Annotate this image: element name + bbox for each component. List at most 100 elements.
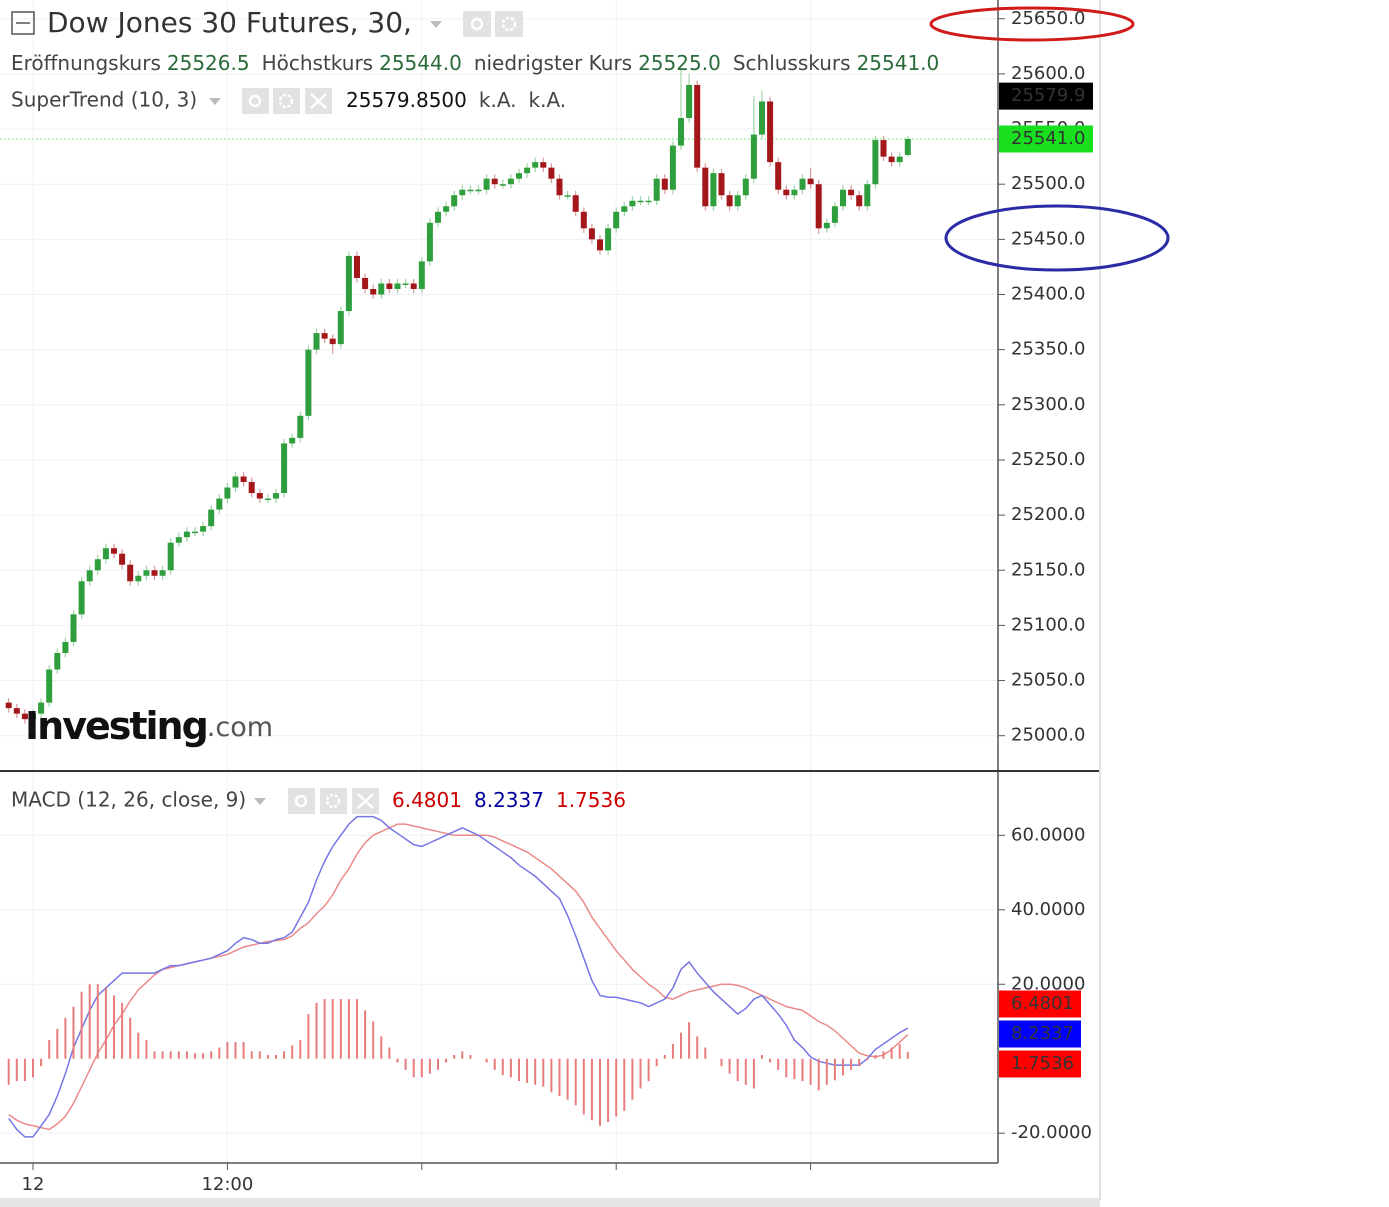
candle-body <box>759 101 765 135</box>
ohlc-value: 25525.0 <box>638 51 721 75</box>
candle-body <box>815 184 822 229</box>
candle-body <box>386 283 393 289</box>
macd-value: 1.7536 <box>556 788 626 812</box>
settings-button[interactable] <box>495 11 523 37</box>
y-tick-label: 25000.0 <box>1011 725 1085 746</box>
y-tick-label: 25200.0 <box>1011 504 1085 525</box>
chart-title: Dow Jones 30 Futures, 30, <box>47 6 412 39</box>
y-tick-label: 25050.0 <box>1011 670 1085 691</box>
candle-body <box>159 570 166 576</box>
price-tag <box>999 990 1081 1018</box>
candle-body <box>467 189 474 192</box>
price-tag-label: 6.4801 <box>1011 993 1074 1014</box>
eye-button[interactable] <box>242 88 269 114</box>
eye-button[interactable] <box>288 788 315 814</box>
candle-body <box>329 338 336 345</box>
candle-body <box>264 498 271 501</box>
candle-body <box>289 437 296 444</box>
candle-body <box>281 443 288 494</box>
candle-body <box>613 211 620 229</box>
candle-body <box>297 415 304 438</box>
candle-body <box>483 178 490 190</box>
candle-body <box>669 145 676 190</box>
y-tick-label: 25500.0 <box>1011 173 1085 194</box>
candle-body <box>354 255 360 278</box>
watermark: Investing.com <box>25 704 273 748</box>
candle-body <box>710 173 717 207</box>
candle-body <box>224 487 231 499</box>
candle-body <box>345 255 352 312</box>
y-tick-label: 40.0000 <box>1011 899 1085 920</box>
settings-symbol <box>501 16 517 32</box>
candle-body <box>102 548 109 560</box>
y-tick-label: 25450.0 <box>1011 228 1085 249</box>
candle-body <box>443 206 450 212</box>
marks <box>5 68 911 1138</box>
candle-body <box>248 482 255 494</box>
candle-body <box>459 189 466 196</box>
dropdown-arrow[interactable] <box>209 98 221 105</box>
candle-body <box>605 228 612 251</box>
remove-symbol <box>357 793 374 809</box>
candle-body <box>864 184 871 207</box>
candle-body <box>337 311 344 345</box>
candle-body <box>888 156 895 163</box>
candle-body <box>880 140 887 157</box>
candle-body <box>119 553 126 565</box>
collapse-button[interactable] <box>11 11 35 35</box>
candle-body <box>418 261 425 289</box>
candle-body <box>175 537 182 543</box>
price-tag-label: 1.7536 <box>1011 1053 1074 1074</box>
candle-body <box>256 493 263 499</box>
candle-body <box>21 713 28 720</box>
candle-body <box>394 283 401 289</box>
macd-value: 6.4801 <box>392 788 462 812</box>
settings-button[interactable] <box>273 88 300 114</box>
candle-body <box>524 167 531 174</box>
candle-body <box>750 134 757 179</box>
candle-body <box>46 669 53 703</box>
candle-body <box>370 288 377 295</box>
candle-body <box>192 531 198 534</box>
candle-body <box>183 531 190 538</box>
candle-body <box>556 178 563 196</box>
y-tick-label: 25350.0 <box>1011 339 1085 360</box>
candle-body <box>167 542 174 571</box>
price-tag-label: 25579.9 <box>1011 85 1085 106</box>
ohlc-label: Schlusskurs <box>733 51 851 75</box>
candle-body <box>38 702 45 714</box>
close-tag <box>999 125 1093 153</box>
candle-body <box>904 138 911 155</box>
ohlc-value: 25541.0 <box>857 51 940 75</box>
ohlc-legend: Eröffnungskurs 25526.5 Höchstkurs 25544.0 ni… <box>11 51 939 75</box>
y-tick-label: -20.0000 <box>1011 1122 1092 1143</box>
eye-symbol <box>470 17 484 31</box>
settings-button[interactable] <box>320 788 347 814</box>
eye-button[interactable] <box>463 11 491 37</box>
candle-body <box>742 178 749 196</box>
candle-body <box>435 211 441 223</box>
y-tick-label: 25250.0 <box>1011 449 1085 470</box>
blue-ellipse <box>944 204 1170 272</box>
candle-body <box>208 509 215 527</box>
x-tick-label: 12 <box>22 1174 45 1195</box>
candle-body <box>767 101 774 163</box>
y-tick-label: 25100.0 <box>1011 614 1085 635</box>
candle-body <box>313 333 320 350</box>
candle-body <box>305 349 312 416</box>
candle-body <box>499 184 506 186</box>
y-tick-label: 25150.0 <box>1011 559 1085 580</box>
axes: 25000.0 25050.0 25100.0 25150.0 25200.0 25250… <box>22 8 1092 1195</box>
candle-body <box>540 162 547 168</box>
dropdown-arrow[interactable] <box>254 798 266 805</box>
candle-body <box>507 178 514 185</box>
dropdown-arrow[interactable] <box>430 21 442 28</box>
candle-body <box>216 498 223 510</box>
candle-body <box>848 189 855 196</box>
candle-body <box>775 162 782 190</box>
candle-body <box>791 189 798 196</box>
price-tag <box>999 82 1093 110</box>
candle-body <box>872 140 879 185</box>
supertrend-legend: SuperTrend (10, 3) <box>11 88 197 112</box>
